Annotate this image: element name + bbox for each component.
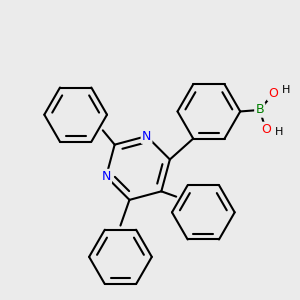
Text: O: O	[261, 123, 271, 136]
Text: N: N	[101, 170, 111, 183]
Text: B: B	[255, 103, 264, 116]
Text: N: N	[142, 130, 151, 142]
Text: H: H	[275, 127, 284, 137]
Text: H: H	[282, 85, 291, 95]
Text: O: O	[268, 87, 278, 100]
